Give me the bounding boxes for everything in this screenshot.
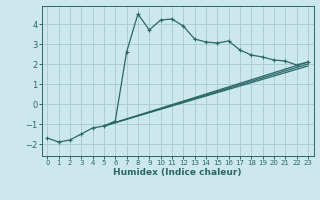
X-axis label: Humidex (Indice chaleur): Humidex (Indice chaleur) — [113, 168, 242, 177]
